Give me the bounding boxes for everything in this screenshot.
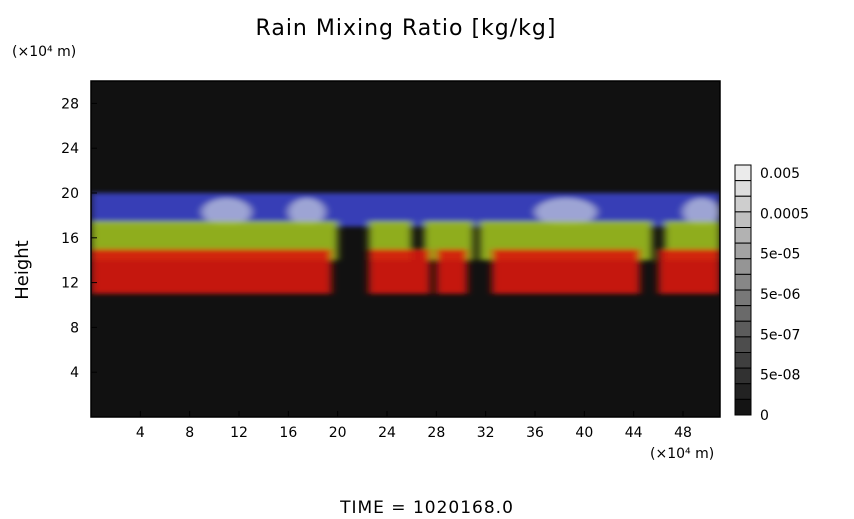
colorbar-label: 5e-05 <box>760 247 800 263</box>
colorbar-level <box>734 320 752 338</box>
lower-layer-segment <box>658 249 720 294</box>
colorbar-label: 0 <box>760 408 769 424</box>
upper-layer-highlight <box>288 198 326 227</box>
colorbar-level <box>734 352 752 369</box>
upper-layer-highlight <box>683 198 720 227</box>
colorbar-level <box>734 398 752 416</box>
y-tick-label: 12 <box>61 276 79 292</box>
x-tick-label: 40 <box>575 425 593 441</box>
y-tick-label: 24 <box>61 141 79 157</box>
y-tick-label: 8 <box>70 320 79 336</box>
colorbar-level <box>734 383 752 400</box>
y-tick-label: 4 <box>70 365 79 381</box>
lower-layer-segment <box>91 249 332 294</box>
y-axis-unit: (×10⁴ m) <box>12 44 77 60</box>
upper-layer-highlight <box>535 198 597 227</box>
x-tick-label: 48 <box>674 425 692 441</box>
colorbar-level <box>734 336 752 353</box>
colorbar-label: 0.005 <box>760 166 800 182</box>
colorbar-level <box>734 305 752 322</box>
colorbar-level <box>734 242 752 260</box>
colorbar-level <box>734 211 752 228</box>
colorbar-level <box>734 164 752 182</box>
x-tick-label: 28 <box>427 425 445 441</box>
x-tick-label: 32 <box>477 425 495 441</box>
chart-title: Rain Mixing Ratio [kg/kg] <box>255 16 557 41</box>
colorbar-level <box>734 195 752 213</box>
lower-layer-segment <box>436 249 468 294</box>
colorbar-label: 0.0005 <box>760 206 809 222</box>
x-tick-label: 44 <box>625 425 643 441</box>
colorbar-level <box>734 180 752 197</box>
colorbar-label: 5e-07 <box>760 327 800 343</box>
y-tick-label: 28 <box>61 96 79 112</box>
time-label: TIME = 1020168.0 <box>340 498 514 518</box>
lower-layer-segment <box>491 249 640 294</box>
colorbar-level <box>734 367 752 385</box>
colorbar-level <box>734 258 752 275</box>
lower-layer-segment <box>368 249 431 294</box>
x-tick-label: 36 <box>526 425 544 441</box>
x-tick-label: 24 <box>378 425 396 441</box>
colorbar-label: 5e-08 <box>760 368 800 384</box>
x-tick-label: 12 <box>230 425 248 441</box>
x-tick-label: 8 <box>185 425 194 441</box>
x-tick-label: 16 <box>279 425 297 441</box>
x-tick-label: 20 <box>329 425 347 441</box>
colorbar-label: 5e-06 <box>760 287 800 303</box>
colorbar-level <box>734 227 752 244</box>
y-tick-label: 20 <box>61 186 79 202</box>
colorbar-level <box>734 289 752 307</box>
y-tick-label: 16 <box>61 231 79 247</box>
x-axis-unit: (×10⁴ m) <box>650 446 715 462</box>
x-tick-label: 4 <box>136 425 145 441</box>
plot-frame <box>90 80 721 418</box>
upper-layer-highlight <box>202 198 252 227</box>
colorbar-level <box>734 273 752 291</box>
